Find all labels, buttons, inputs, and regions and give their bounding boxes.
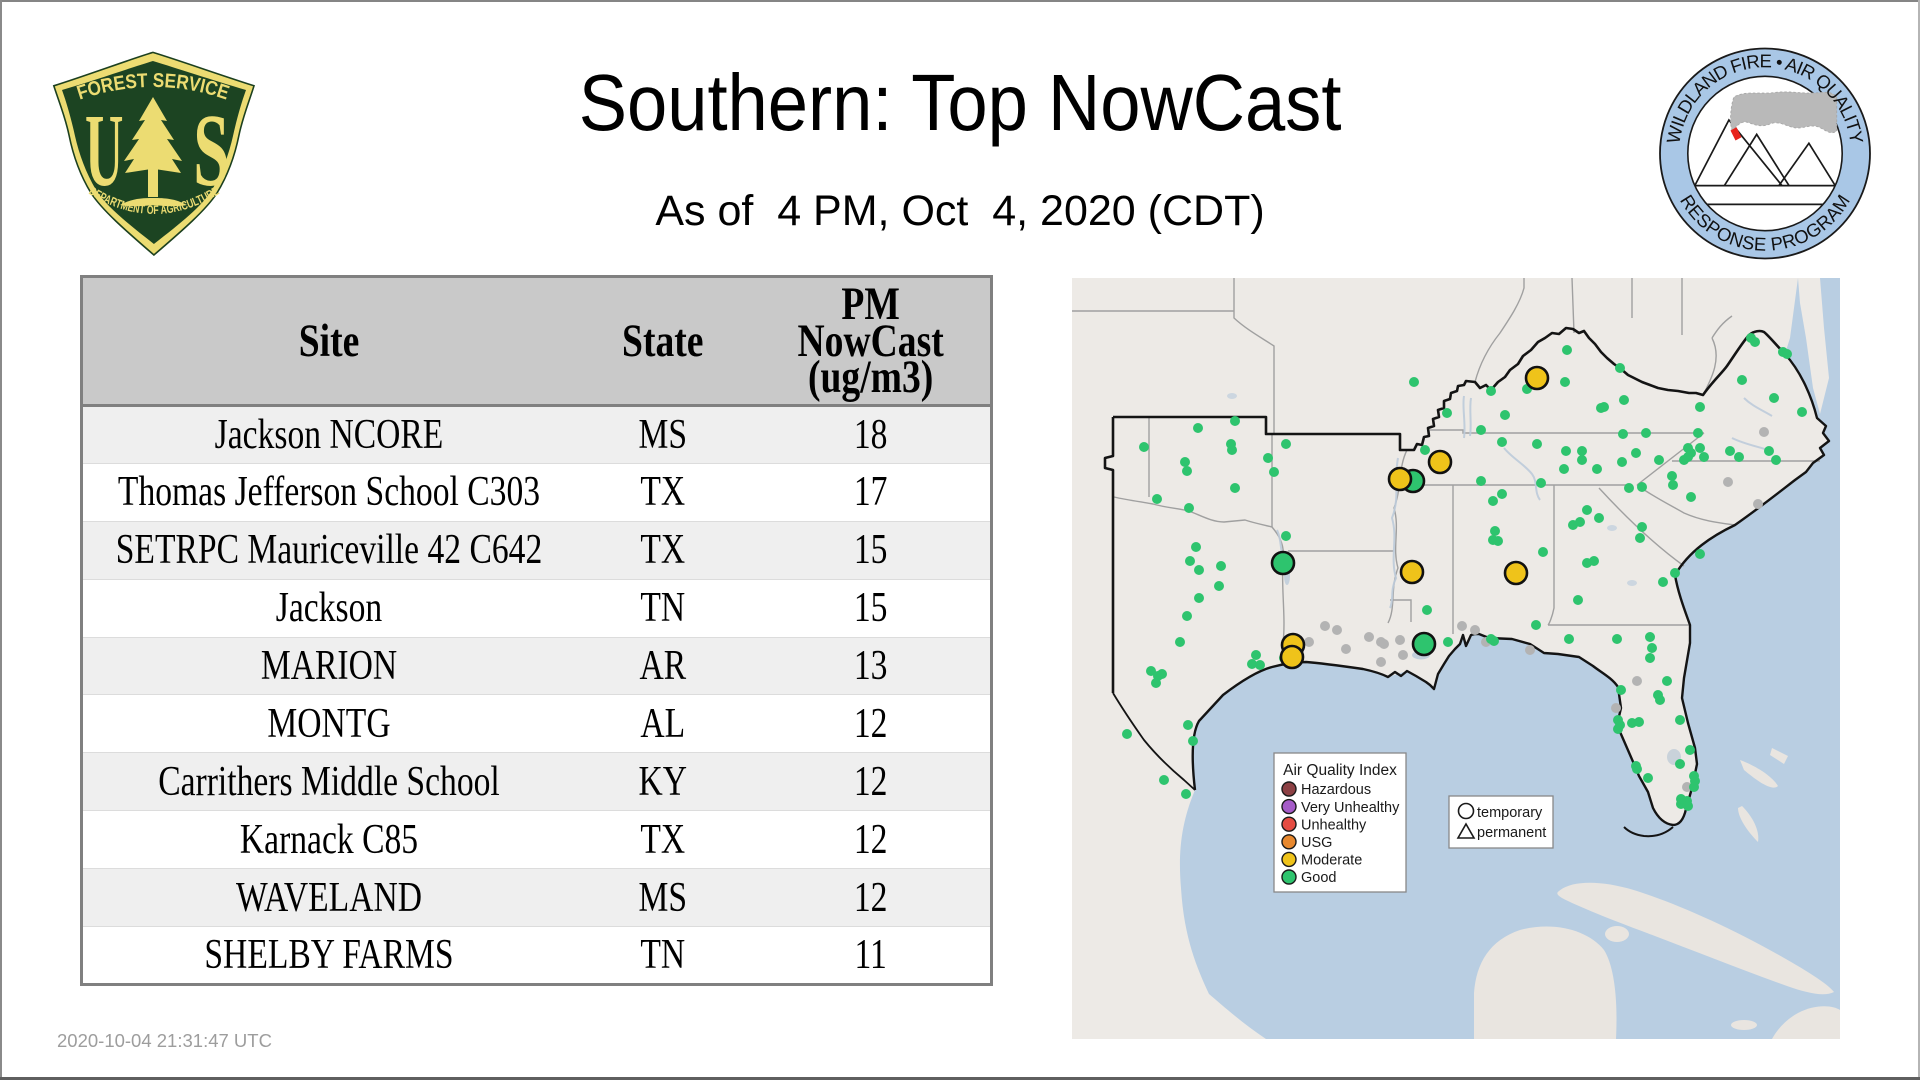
svg-text:Unhealthy: Unhealthy	[1301, 817, 1367, 833]
svg-text:S: S	[193, 93, 229, 208]
svg-text:Good: Good	[1301, 870, 1336, 886]
svg-text:U: U	[85, 93, 123, 208]
svg-text:Hazardous: Hazardous	[1301, 782, 1371, 798]
svg-text:Air Quality Index: Air Quality Index	[1283, 762, 1397, 779]
svg-text:Moderate: Moderate	[1301, 853, 1362, 869]
svg-text:USG: USG	[1301, 835, 1332, 851]
svg-text:permanent: permanent	[1477, 825, 1546, 841]
svg-text:temporary: temporary	[1477, 805, 1543, 821]
svg-text:Very Unhealthy: Very Unhealthy	[1301, 800, 1400, 816]
